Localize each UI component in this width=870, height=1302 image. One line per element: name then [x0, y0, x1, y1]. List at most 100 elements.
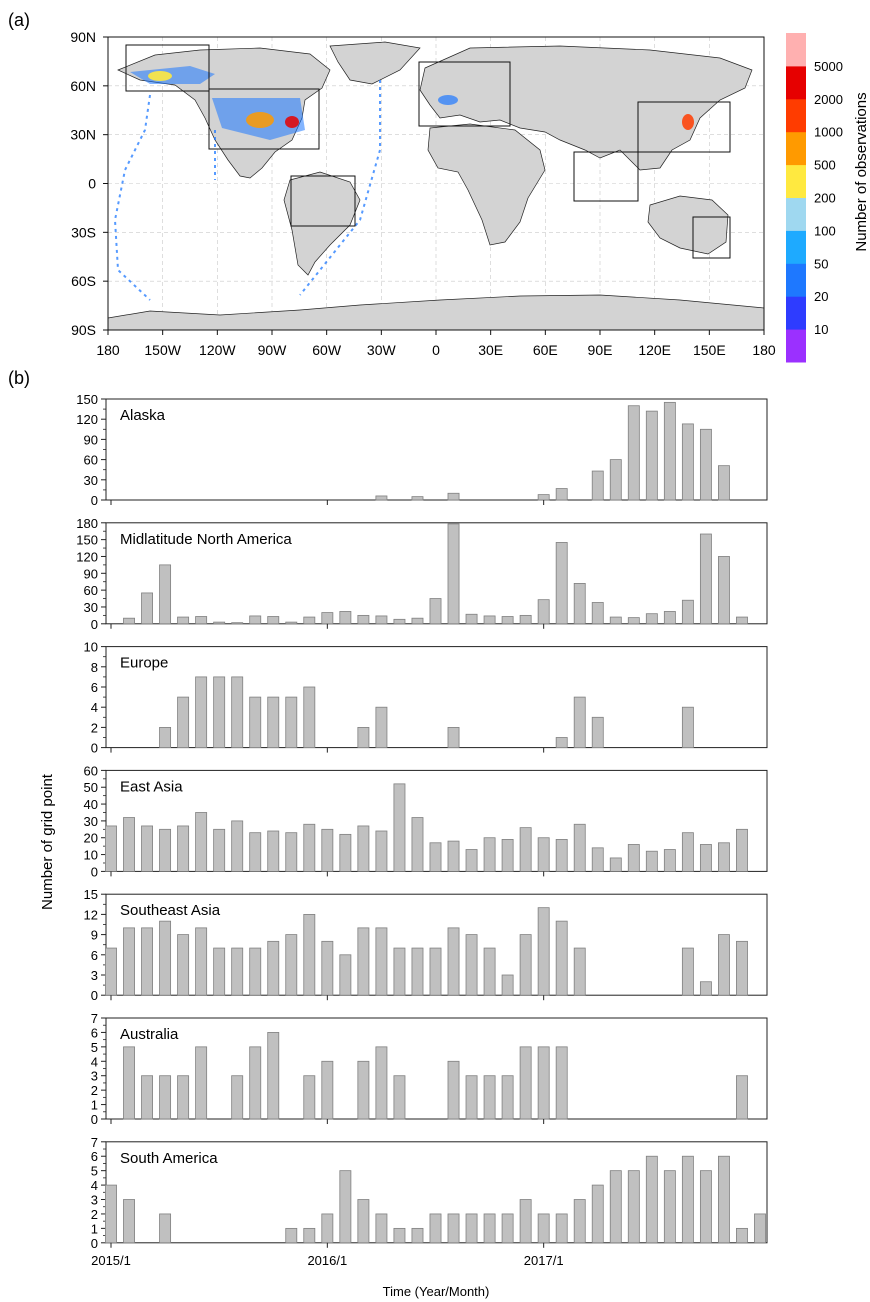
bar [681, 706, 694, 749]
bar [213, 676, 226, 749]
bar [699, 981, 712, 996]
panel-label-a: (a) [8, 10, 30, 30]
y-tick-label: 0 [91, 493, 98, 508]
bar [736, 1227, 748, 1244]
y-tick-label: 90 [84, 566, 98, 581]
bar [465, 849, 478, 872]
bar [465, 1213, 478, 1244]
bar [555, 1046, 568, 1120]
bar [321, 940, 334, 996]
bar [429, 947, 442, 996]
bar [718, 934, 730, 996]
bar [573, 947, 586, 996]
bar [285, 832, 298, 872]
bar [645, 410, 658, 501]
bar-panel: 0 2 4 6 8 10 Europe [84, 640, 768, 756]
y-tick-label: 4 [91, 1178, 98, 1193]
map-lon-label: 90E [588, 342, 613, 358]
obs-alaska-hotspot [148, 71, 172, 81]
bar [718, 556, 730, 625]
bar [591, 602, 604, 625]
bar [303, 686, 316, 748]
map-lon-label: 60E [533, 342, 558, 358]
bar [339, 833, 352, 872]
bar [501, 839, 514, 872]
bar [519, 1046, 532, 1120]
bar [375, 495, 388, 501]
land-africa [427, 123, 546, 246]
obs-japan-hotspot [682, 114, 694, 130]
bar [375, 1046, 388, 1120]
colorbar-segment [786, 65, 806, 100]
y-tick-label: 6 [91, 948, 98, 963]
map-lon-label: 90W [258, 342, 288, 358]
y-tick-label: 0 [91, 1112, 98, 1127]
obs-usa-hotspot-2 [285, 116, 299, 128]
y-tick-label: 60 [84, 583, 98, 598]
colorbar-segment [786, 164, 806, 198]
bar [555, 542, 568, 625]
bar [321, 1213, 334, 1244]
observation-points [113, 66, 694, 301]
bar [483, 615, 496, 625]
x-tick-label: 2016/1 [307, 1253, 347, 1268]
bar [105, 947, 117, 996]
bar [159, 727, 172, 749]
bar [177, 934, 190, 996]
bar [681, 1155, 694, 1244]
bar [303, 823, 316, 872]
bar [213, 621, 226, 625]
bar [357, 825, 370, 872]
bar [159, 1075, 172, 1120]
bar [555, 488, 568, 501]
bar [159, 920, 172, 996]
bar [609, 616, 622, 625]
colorbar-level-label: 20 [814, 289, 828, 304]
y-tick-label: 9 [91, 928, 98, 943]
bar [321, 828, 334, 872]
bar [141, 825, 153, 872]
bar [267, 616, 280, 625]
bar [501, 1213, 514, 1244]
y-tick-label: 1 [91, 1221, 98, 1236]
bar [483, 1213, 496, 1244]
bar [339, 954, 352, 996]
bar [519, 614, 532, 625]
bar [375, 706, 388, 749]
bar [303, 616, 316, 625]
y-tick-label: 10 [84, 848, 98, 863]
bar [736, 616, 748, 625]
bar [736, 828, 748, 872]
bar [573, 583, 586, 625]
colorbar-segment [786, 296, 806, 330]
y-tick-label: 120 [76, 549, 98, 564]
land-europe-asia [419, 45, 753, 171]
y-tick-label: 12 [84, 907, 98, 922]
colorbar-segment [786, 329, 806, 363]
bar [177, 616, 190, 625]
map-lon-label: 180 [96, 342, 120, 358]
bar [627, 1170, 640, 1244]
bar [447, 523, 460, 625]
colorbar-segment [786, 230, 806, 264]
bar [141, 592, 153, 625]
bar [123, 817, 135, 872]
bar [519, 1199, 532, 1244]
colorbar-segment [786, 33, 806, 67]
bar [195, 927, 208, 996]
bar [447, 492, 460, 501]
bar [411, 817, 424, 872]
bar [249, 832, 262, 872]
map-lon-label: 30W [367, 342, 397, 358]
y-tick-label: 0 [91, 741, 98, 756]
y-tick-label: 2 [91, 720, 98, 735]
bar [249, 696, 262, 748]
bar [357, 927, 370, 996]
y-tick-label: 15 [84, 887, 98, 902]
bar [195, 616, 208, 625]
bar [663, 611, 676, 625]
region-box-alaska [125, 44, 210, 92]
bar [718, 1155, 730, 1244]
